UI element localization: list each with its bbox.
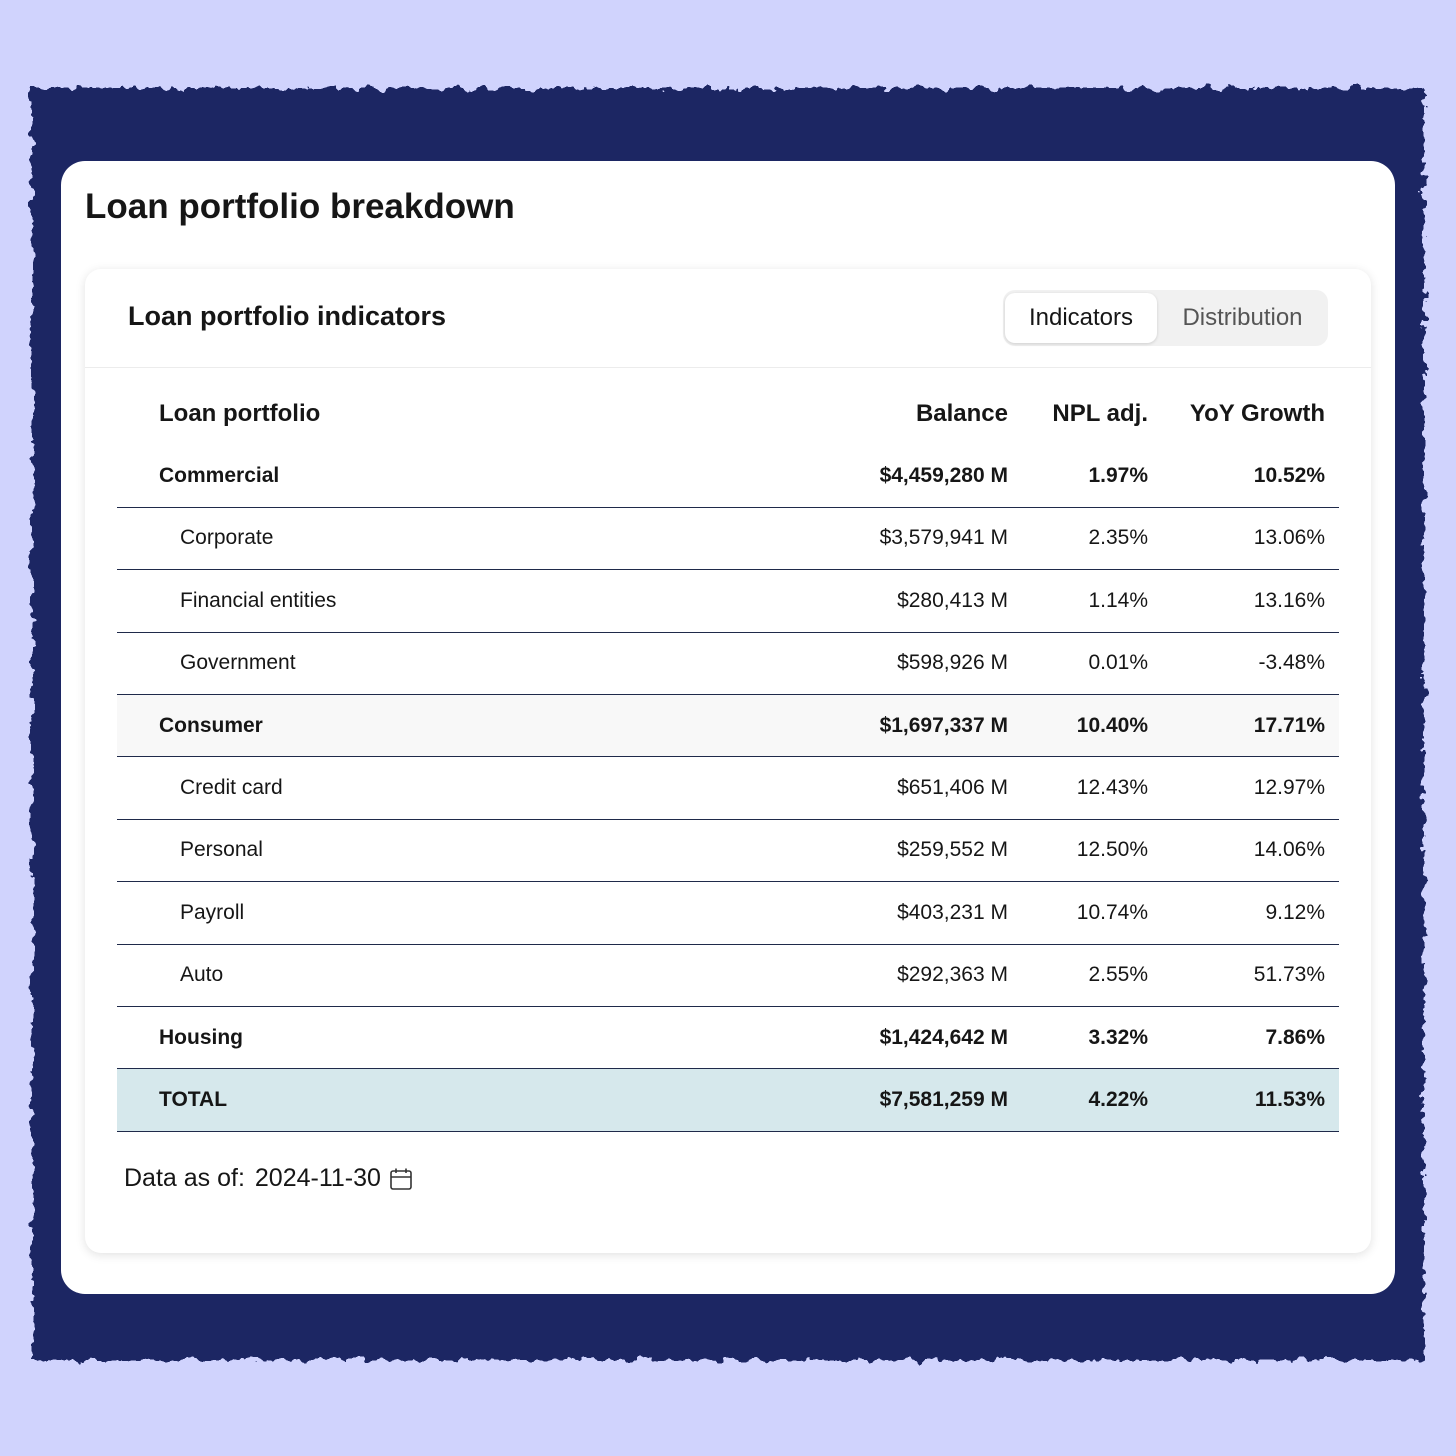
table-row: Auto $292,363 M 2.55% 51.73% [117, 945, 1339, 1007]
table-cell: Balance [915, 400, 1008, 428]
page-title: Loan portfolio breakdown [85, 187, 515, 226]
table-cell: 14.06% [1253, 838, 1325, 862]
table-row: Housing $1,424,642 M 3.32% 7.86% [117, 1007, 1339, 1070]
table-cell: $403,231 M [897, 900, 1008, 924]
table-cell: $7,581,259 M [879, 1087, 1008, 1111]
table-cell: $4,459,280 M [879, 464, 1008, 488]
table-cell: Personal [180, 838, 263, 862]
tab[interactable]: Indicators [1005, 293, 1157, 343]
table-cell: Commercial [159, 464, 280, 488]
table-row: Consumer $1,697,337 M 10.40% 17.71% [117, 694, 1339, 758]
table-cell: 12.43% [1076, 776, 1148, 800]
table-row: Corporate $3,579,941 M 2.35% 13.06% [117, 508, 1339, 571]
table-cell: Housing [159, 1025, 243, 1049]
table-row: Personal $259,552 M 12.50% 14.06% [117, 820, 1339, 883]
table-cell: 7.86% [1265, 1025, 1325, 1049]
table-cell: 51.73% [1253, 963, 1325, 987]
table-row: Financial entities $280,413 M 1.14% 13.16% [117, 570, 1339, 633]
table-cell: 2.55% [1088, 963, 1148, 987]
table-row: TOTAL $7,581,259 M 4.22% 11.53% [117, 1069, 1339, 1132]
table-cell: 10.74% [1076, 900, 1148, 924]
table-cell: 10.40% [1076, 713, 1148, 737]
table: Loan portfolio Balance NPL adj. YoY Growth … [117, 383, 1339, 1132]
table-cell: 9.12% [1265, 900, 1325, 924]
table-cell: $1,424,642 M [879, 1025, 1008, 1049]
tab[interactable]: Distribution [1182, 304, 1303, 331]
table-header: Loan portfolio Balance NPL adj. YoY Growth [117, 383, 1339, 445]
table-cell: Consumer [159, 713, 263, 737]
table-cell: 12.97% [1253, 776, 1325, 800]
tabs: Indicators Distribution [1003, 290, 1328, 346]
table-cell: 1.97% [1088, 464, 1148, 488]
table-cell: $259,552 M [897, 838, 1008, 862]
table-cell: $1,697,337 M [879, 713, 1008, 737]
table-cell: NPL adj. [1052, 400, 1148, 428]
table-cell: Corporate [180, 526, 274, 550]
table-cell: Credit card [180, 776, 283, 800]
table-cell: -3.48% [1258, 651, 1325, 675]
table-cell: 13.06% [1253, 526, 1325, 550]
table-cell: Government [180, 651, 296, 675]
table-cell: 1.14% [1088, 588, 1148, 612]
table-row: Credit card $651,406 M 12.43% 12.97% [117, 757, 1339, 820]
table-cell: Financial entities [180, 588, 337, 612]
table-cell: Auto [180, 963, 224, 987]
table-cell: YoY Growth [1189, 400, 1325, 428]
table-cell: 17.71% [1253, 713, 1325, 737]
table-cell: 0.01% [1088, 651, 1148, 675]
table-cell: $651,406 M [897, 776, 1008, 800]
card-title: Loan portfolio indicators [128, 301, 446, 331]
table-cell: Payroll [180, 900, 245, 924]
table-cell: 3.32% [1088, 1025, 1148, 1049]
footer-label: Data as of: [124, 1164, 245, 1192]
table-cell: 13.16% [1253, 588, 1325, 612]
card-header: Loan portfolio indicators Indicators Dis… [85, 269, 1371, 368]
calendar-icon[interactable] [389, 1167, 413, 1191]
table-cell: $292,363 M [897, 963, 1008, 987]
table-cell: 11.53% [1254, 1087, 1325, 1111]
date: 2024-11-30 [254, 1164, 381, 1192]
table-cell: Loan portfolio [159, 400, 321, 428]
table-cell: 12.50% [1076, 838, 1148, 862]
panel: Loan portfolio breakdown Loan portfolio … [61, 161, 1395, 1294]
table-cell: TOTAL [159, 1087, 228, 1111]
table-cell: 4.22% [1088, 1087, 1148, 1111]
table-row: Commercial $4,459,280 M 1.97% 10.52% [117, 445, 1339, 508]
table-cell: $280,413 M [897, 588, 1008, 612]
table-row: Government $598,926 M 0.01% -3.48% [117, 633, 1339, 695]
table-row: Payroll $403,231 M 10.74% 9.12% [117, 882, 1339, 945]
footer: Data as of: 2024-11-30 [124, 1164, 413, 1193]
table-cell: 2.35% [1088, 526, 1148, 550]
card: Loan portfolio indicators Indicators Dis… [85, 269, 1371, 1253]
table-cell: 10.52% [1253, 464, 1325, 488]
table-cell: $3,579,941 M [879, 526, 1008, 550]
table-cell: $598,926 M [897, 651, 1008, 675]
